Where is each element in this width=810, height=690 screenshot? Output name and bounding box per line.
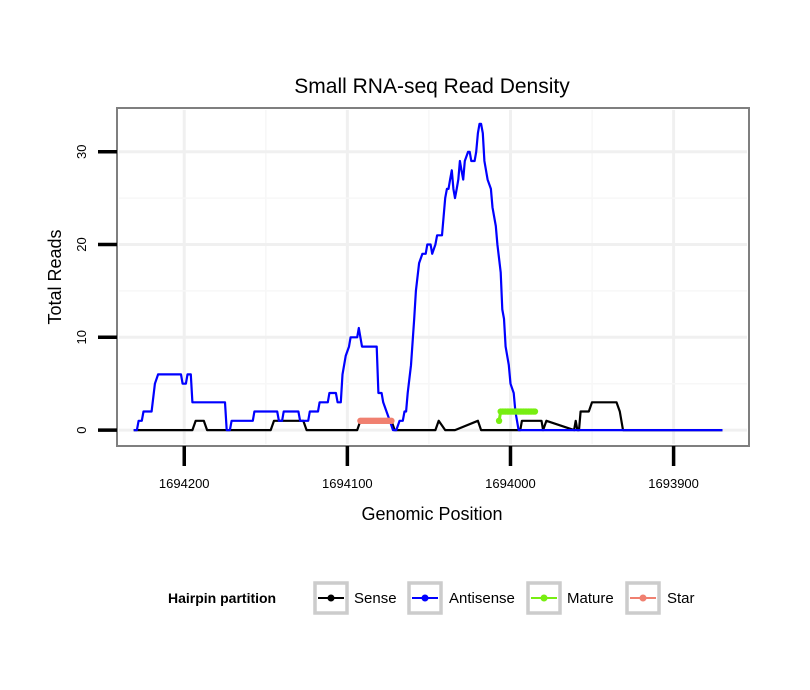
- legend-item-antisense: Antisense: [407, 581, 515, 615]
- x-tick-label: 1693900: [648, 476, 699, 491]
- legend-key-point: [639, 594, 647, 602]
- x-axis: 1694200 1694100 1694000 1693900: [159, 446, 699, 491]
- legend: Hairpin partition Sense Antisense Mature St…: [168, 581, 695, 615]
- legend-item-mature: Mature: [526, 581, 614, 615]
- y-tick-label: 0: [74, 426, 89, 433]
- data-point-mature: [495, 417, 503, 425]
- legend-item-sense: Sense: [313, 581, 397, 615]
- legend-label-sense: Sense: [354, 590, 397, 607]
- series-line-antisense: [133, 122, 723, 432]
- legend-label-star: Star: [667, 590, 695, 607]
- plot-panel: [116, 107, 750, 447]
- legend-items: Sense Antisense Mature Star: [313, 581, 695, 615]
- x-axis-label: Genomic Position: [361, 504, 502, 524]
- series-line-sense: [133, 401, 723, 432]
- y-tick-label: 20: [74, 237, 89, 251]
- legend-label-mature: Mature: [567, 590, 614, 607]
- y-axis: 0 10 20 30: [74, 145, 117, 434]
- y-tick-label: 30: [74, 145, 89, 159]
- legend-key-point: [327, 594, 335, 602]
- data-point-star: [388, 417, 395, 425]
- legend-key-point: [421, 594, 429, 602]
- legend-title: Hairpin partition: [168, 590, 276, 606]
- panel-background: [117, 108, 749, 446]
- x-tick-label: 1694200: [159, 476, 210, 491]
- chart-title: Small RNA-seq Read Density: [294, 75, 570, 98]
- y-axis-label: Total Reads: [45, 229, 65, 324]
- legend-item-star: Star: [625, 581, 695, 615]
- legend-label-antisense: Antisense: [449, 590, 515, 607]
- y-tick-label: 10: [74, 330, 89, 344]
- legend-key-point: [540, 594, 548, 602]
- panel-border: [116, 107, 750, 447]
- data-point-mature: [531, 408, 539, 415]
- x-tick-label: 1694000: [485, 476, 536, 491]
- x-tick-label: 1694100: [322, 476, 373, 491]
- series-layer: [133, 122, 723, 432]
